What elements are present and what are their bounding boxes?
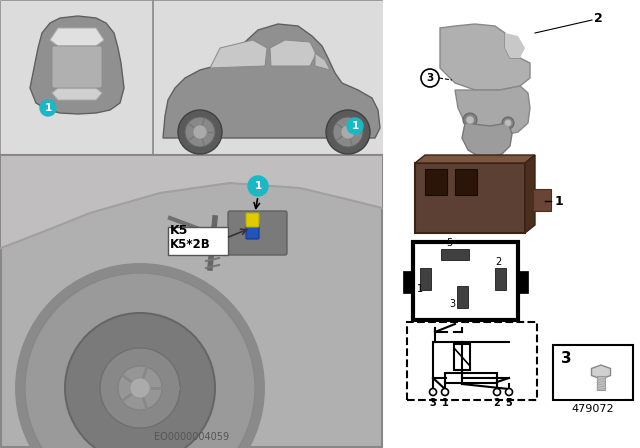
Circle shape — [429, 388, 436, 396]
FancyBboxPatch shape — [52, 46, 102, 88]
Circle shape — [65, 313, 215, 448]
Polygon shape — [270, 40, 316, 66]
Text: 479072: 479072 — [572, 404, 614, 414]
Polygon shape — [415, 155, 535, 163]
Polygon shape — [50, 28, 104, 46]
Circle shape — [341, 125, 355, 139]
Bar — [413, 242, 518, 320]
Bar — [454, 344, 470, 370]
Circle shape — [248, 176, 268, 196]
Bar — [495, 268, 506, 290]
Text: K5: K5 — [170, 224, 188, 237]
Circle shape — [504, 120, 511, 126]
Polygon shape — [163, 24, 380, 138]
Circle shape — [185, 117, 215, 147]
Circle shape — [100, 348, 180, 428]
Circle shape — [130, 378, 150, 398]
Polygon shape — [462, 123, 512, 157]
Bar — [441, 249, 469, 260]
Text: 3: 3 — [429, 398, 436, 408]
Bar — [407, 322, 537, 400]
Bar — [420, 268, 431, 290]
Bar — [518, 271, 528, 293]
Text: 2: 2 — [495, 257, 501, 267]
Text: 1: 1 — [555, 194, 564, 207]
Bar — [1, 1, 382, 155]
Polygon shape — [525, 155, 535, 233]
Text: 3: 3 — [561, 351, 572, 366]
Text: 2: 2 — [493, 398, 500, 408]
Bar — [1, 155, 382, 447]
Circle shape — [493, 388, 500, 396]
Text: EO0000004059: EO0000004059 — [154, 432, 230, 442]
Circle shape — [347, 118, 363, 134]
Polygon shape — [210, 40, 267, 68]
Bar — [455, 169, 477, 195]
Text: 3: 3 — [449, 299, 455, 309]
Text: 2: 2 — [594, 12, 602, 25]
Circle shape — [502, 117, 514, 129]
Polygon shape — [315, 53, 330, 70]
Text: 1: 1 — [254, 181, 262, 191]
Bar — [445, 373, 497, 383]
Circle shape — [40, 100, 56, 116]
Circle shape — [466, 116, 474, 124]
Circle shape — [506, 388, 513, 396]
Polygon shape — [30, 16, 124, 114]
Circle shape — [178, 110, 222, 154]
Circle shape — [463, 113, 477, 127]
FancyBboxPatch shape — [246, 223, 259, 239]
Bar — [553, 345, 633, 400]
Bar — [457, 286, 468, 308]
Circle shape — [442, 388, 449, 396]
Bar — [168, 227, 228, 255]
Text: 1: 1 — [417, 284, 423, 294]
Polygon shape — [591, 365, 611, 379]
Circle shape — [25, 273, 255, 448]
Circle shape — [118, 366, 162, 410]
Text: K5*2B: K5*2B — [170, 238, 211, 251]
Circle shape — [326, 110, 370, 154]
Bar — [403, 271, 413, 293]
Bar — [533, 189, 551, 211]
Polygon shape — [1, 156, 382, 248]
Text: 3: 3 — [426, 73, 434, 83]
Text: 5: 5 — [446, 238, 452, 248]
Bar — [597, 376, 605, 390]
Polygon shape — [52, 88, 102, 100]
Bar — [1, 1, 153, 155]
Text: 1: 1 — [351, 121, 358, 131]
Polygon shape — [440, 24, 530, 90]
Text: 1: 1 — [44, 103, 52, 113]
Text: 5: 5 — [506, 398, 513, 408]
FancyBboxPatch shape — [228, 211, 287, 255]
FancyBboxPatch shape — [246, 213, 259, 227]
Circle shape — [421, 69, 439, 87]
Polygon shape — [505, 33, 525, 58]
Circle shape — [15, 263, 265, 448]
Text: 1: 1 — [442, 398, 449, 408]
Bar — [425, 169, 447, 195]
Circle shape — [333, 117, 363, 147]
Polygon shape — [455, 86, 530, 136]
Bar — [153, 1, 383, 155]
FancyBboxPatch shape — [415, 163, 525, 233]
Circle shape — [193, 125, 207, 139]
